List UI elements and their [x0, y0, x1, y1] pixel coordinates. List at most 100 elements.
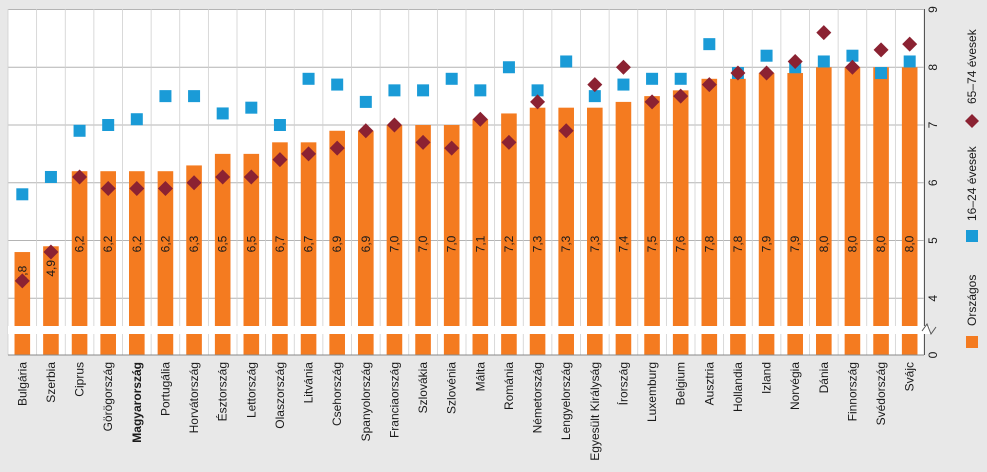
bar: [873, 67, 889, 355]
bar-value-label: 7,8: [731, 235, 745, 252]
marker-diamond: [501, 134, 517, 150]
marker-diamond: [615, 59, 631, 75]
bar: [71, 171, 88, 355]
marker-square: [417, 84, 430, 97]
legend-label: Országos: [965, 275, 979, 326]
marker-diamond: [186, 175, 202, 191]
category-label: Görögország: [101, 362, 115, 431]
category-label: Írország: [615, 362, 630, 405]
bar: [701, 78, 718, 356]
marker-diamond: [129, 181, 145, 197]
bar-value-label: 6,2: [130, 235, 144, 252]
marker-diamond: [72, 169, 88, 185]
marker-square: [44, 170, 57, 183]
bar-value-label: 7,0: [387, 235, 401, 252]
category-label: Horvátország: [187, 362, 201, 433]
bar-value-label: 4,9: [44, 260, 58, 277]
bar: [243, 153, 260, 355]
y-tick-label: 5: [926, 237, 940, 244]
bar: [587, 107, 603, 355]
marker-square: [216, 107, 229, 120]
axis-break: [8, 326, 930, 334]
bar: [844, 67, 861, 355]
marker-square: [817, 55, 830, 68]
marker-square: [302, 72, 315, 85]
bar: [100, 171, 116, 355]
category-label: Szlovákia: [416, 362, 430, 414]
marker-square: [245, 101, 258, 114]
category-label: Belgium: [674, 362, 688, 405]
marker-square: [875, 67, 888, 80]
bar: [501, 113, 517, 355]
category-label: Németország: [531, 362, 545, 433]
marker-diamond: [816, 25, 832, 41]
bar-value-label: 7,3: [559, 235, 573, 252]
legend-label: 16–24 évesek: [965, 145, 979, 221]
category-label: Dánia: [817, 362, 831, 394]
marker-square: [359, 95, 372, 108]
marker-square: [159, 90, 172, 103]
bar-value-label: 7,4: [616, 235, 630, 252]
bar-value-label: 7,3: [588, 235, 602, 252]
marker-diamond: [787, 53, 803, 69]
category-label: Egyesült Királyság: [588, 362, 602, 461]
marker-square: [273, 119, 286, 131]
marker-square: [502, 61, 515, 74]
bar-value-label: 7,3: [531, 235, 545, 252]
bar: [329, 130, 345, 355]
bar: [672, 90, 689, 355]
category-label: Finnország: [845, 362, 859, 421]
marker-diamond: [243, 169, 259, 185]
bar: [816, 67, 832, 355]
bar: [730, 78, 746, 356]
marker-square: [531, 84, 544, 97]
marker-square: [588, 90, 601, 103]
marker-diamond: [730, 65, 746, 81]
marker-square: [331, 78, 344, 91]
bar-value-label: 6,5: [244, 235, 258, 252]
bar-value-label: 6,2: [73, 235, 87, 252]
marker-diamond: [100, 181, 116, 197]
category-label: Litvánia: [302, 362, 316, 404]
marker-diamond: [873, 42, 889, 58]
marker-square: [188, 90, 201, 103]
bar: [758, 73, 775, 356]
bar-value-label: 7,2: [502, 235, 516, 252]
marker-diamond: [701, 77, 717, 93]
marker-square: [903, 55, 916, 68]
y-tick-label: 4: [926, 295, 940, 302]
category-label: Ciprus: [73, 362, 87, 397]
bar: [558, 107, 574, 355]
marker-diamond: [157, 181, 173, 197]
y-tick-label: 7: [926, 121, 940, 128]
legend-label: 65–74 évesek: [965, 28, 979, 104]
legend-swatch-bar: [966, 336, 978, 348]
marker-square: [73, 124, 86, 137]
marker-diamond: [759, 65, 775, 81]
category-label: Hollandia: [731, 362, 745, 412]
bar-value-label: 7,8: [702, 235, 716, 252]
marker-diamond: [902, 36, 918, 52]
marker-square: [846, 49, 859, 62]
marker-diamond: [530, 94, 546, 110]
bar-value-label: 8,0: [903, 235, 917, 252]
marker-diamond: [587, 77, 603, 93]
y-tick-label: 8: [926, 64, 940, 71]
marker-square: [703, 38, 716, 51]
bar-value-label: 6,7: [302, 235, 316, 252]
marker-diamond: [14, 273, 30, 289]
bar-value-label: 7,0: [445, 235, 459, 252]
marker-square: [674, 72, 687, 85]
y-tick-label: 6: [926, 179, 940, 186]
category-label: Ausztria: [702, 362, 716, 406]
bar-value-label: 6,2: [158, 235, 172, 252]
category-label: Lengyelország: [559, 362, 573, 440]
category-label: Izland: [760, 362, 774, 394]
category-label: Spanyolország: [359, 362, 373, 441]
bar-value-label: 7,9: [760, 235, 774, 252]
bar-value-label: 8,0: [874, 235, 888, 252]
bar-value-label: 6,9: [330, 235, 344, 252]
bar-value-label: 7,1: [473, 235, 487, 252]
